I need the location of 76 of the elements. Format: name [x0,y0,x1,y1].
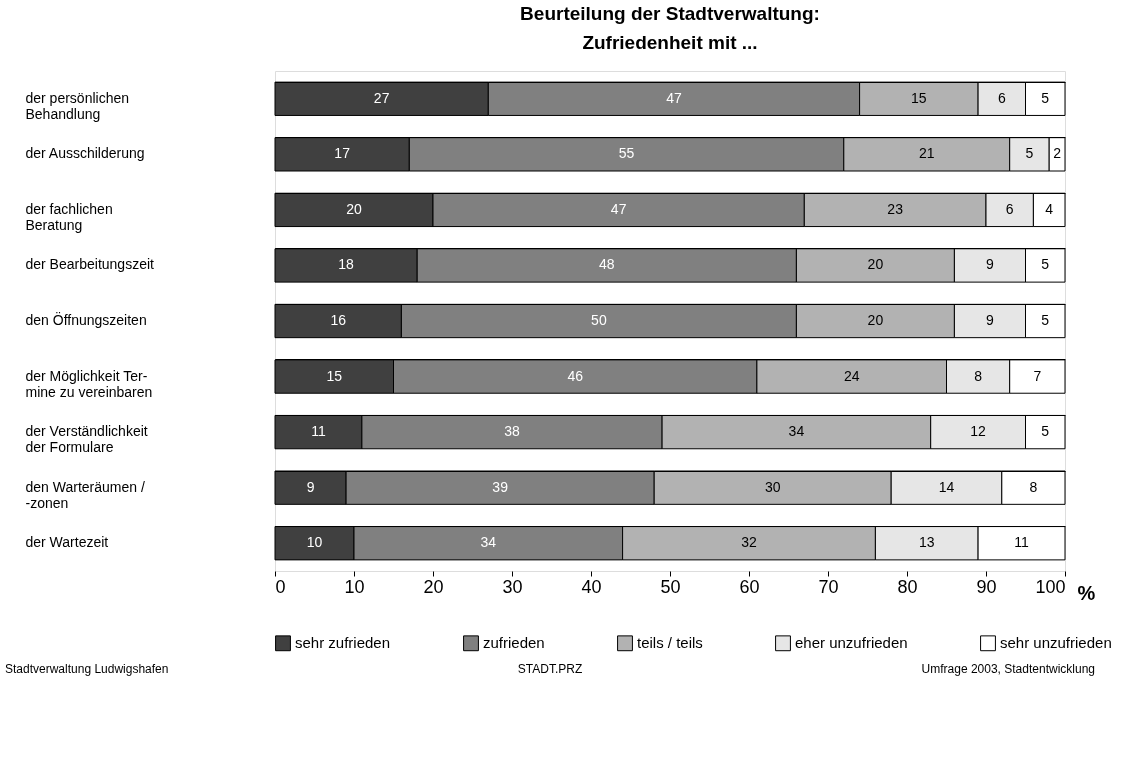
data-label: 11 [1014,534,1030,551]
data-label: 38 [504,423,520,440]
x-tick-label: 10 [344,576,365,597]
data-label: 34 [788,423,805,440]
data-label: 20 [867,312,884,328]
y-tick-label: der fachlichen Beratung [25,200,113,233]
legend-label: eher unzufrieden [795,634,908,652]
x-tick-label: 70 [818,576,839,597]
x-tick-label: 60 [739,576,760,597]
x-tick-label: 90 [976,576,997,597]
legend-label: sehr zufrieden [295,634,391,652]
data-label: 12 [970,423,987,440]
data-label: 16 [330,312,347,328]
data-label: 30 [764,478,781,495]
data-label: 4 [1045,200,1054,217]
data-label: 21 [918,145,935,162]
y-tick-label: der Bearbeitungszeit [25,256,155,273]
data-label: 17 [334,145,351,162]
data-label: 23 [887,200,904,217]
data-label: 34 [480,534,497,551]
x-tick-label: 0 [275,576,286,597]
y-tick-label: den Öffnungszeiten [25,311,147,328]
data-label: 5 [1041,256,1050,273]
data-label: 6 [997,89,1006,106]
x-tick-label: 100 [1035,576,1066,597]
x-tick-label: 20 [423,576,444,597]
data-label: 9 [986,312,995,328]
data-label: 32 [741,534,757,551]
data-label: 15 [911,89,927,106]
data-label: 8 [1029,478,1038,495]
data-label: 11 [311,423,326,440]
data-label: 5 [1041,89,1050,106]
chart-title: Beurteilung der Stadtverwaltung: [520,3,820,24]
x-tick-label: 30 [502,576,523,597]
y-tick-label: der Möglichkeit Ter- mine zu vereinbaren [25,367,153,400]
data-label: 47 [666,89,682,106]
data-label: 39 [492,478,509,495]
data-label: 48 [599,256,615,273]
data-label: 20 [346,200,362,217]
data-label: 14 [938,478,955,495]
text: Stadtverwaltung Ludwigshafen [5,662,169,676]
data-label: 13 [918,534,935,551]
data-label: 9 [306,478,315,495]
data-label: 5 [1041,312,1050,328]
legend-label: teils / teils [637,634,703,652]
x-tick-label: 80 [897,576,918,597]
data-label: 55 [618,145,635,162]
x-tick-label: 40 [581,576,602,597]
data-label: 6 [1005,200,1014,217]
data-label: 9 [986,256,995,273]
text: STADT.PRZ [517,662,583,676]
data-label: 5 [1041,423,1050,440]
data-label: 5 [1025,145,1034,162]
y-tick-label: der Verständlichkeit der Formulare [25,423,148,456]
data-label: 10 [306,534,323,551]
data-label: 47 [610,200,627,217]
y-tick-label: der Wartezeit [25,534,109,551]
legend-label: zufrieden [483,634,545,652]
y-tick-label: der persönlichen Behandlung [25,89,130,122]
y-tick-label: den Warteräumen / -zonen [25,478,145,511]
data-label: 46 [567,367,584,384]
x-tick-label: 50 [660,576,681,597]
data-label: 20 [867,256,884,273]
legend-label: sehr unzufrieden [1000,634,1112,652]
text: Umfrage 2003, Stadtentwicklung [921,662,1095,676]
data-label: 15 [326,367,343,384]
data-label: 2 [1053,145,1062,162]
data-label: 27 [373,89,390,106]
data-label: 8 [974,367,983,384]
data-label: 18 [338,256,355,273]
x-axis-title: % [1077,581,1096,604]
data-label: 24 [843,367,860,384]
data-label: 50 [591,312,607,328]
y-tick-label: der Ausschilderung [25,145,145,162]
data-label: 7 [1033,367,1042,384]
chart-subtitle: Zufriedenheit mit ... [582,32,758,53]
